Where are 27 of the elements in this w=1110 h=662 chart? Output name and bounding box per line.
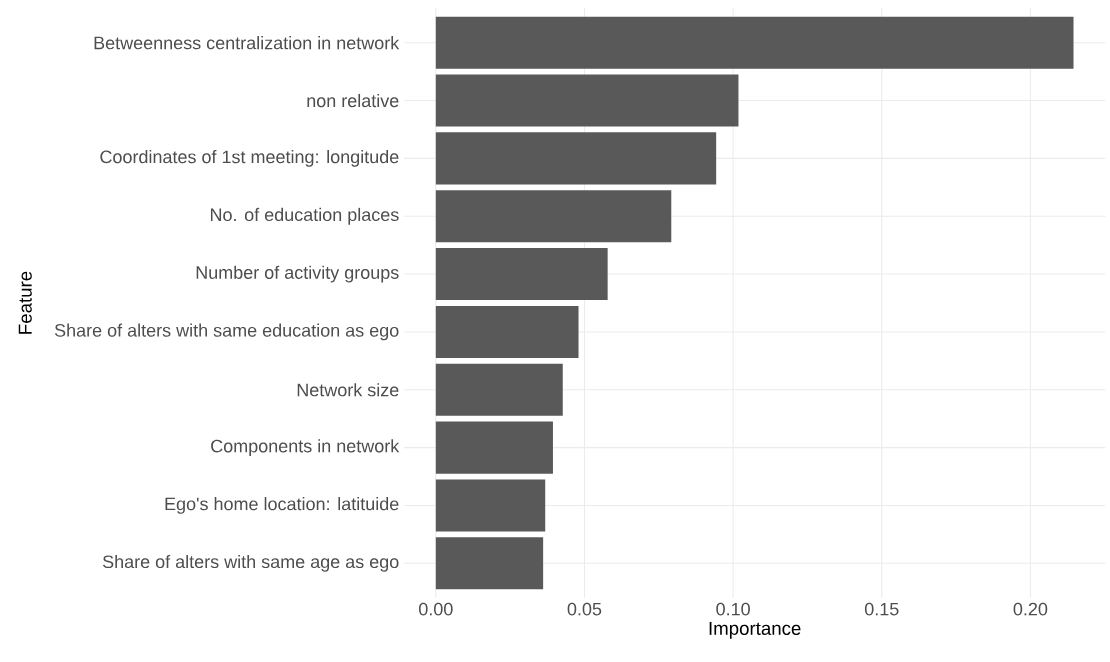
y-tick-label: Number of activity groups xyxy=(196,265,399,283)
bar xyxy=(435,305,579,358)
x-tick-label: 0.15 xyxy=(864,602,899,616)
bar xyxy=(435,190,672,243)
y-tick-label: Ego's home location: latituide xyxy=(165,497,399,514)
bar xyxy=(435,16,1074,69)
y-tick-label: Components in network xyxy=(211,439,400,457)
y-tick-label: Network size xyxy=(297,383,399,397)
y-tick-label: Share of alters with same age as ego xyxy=(102,554,399,572)
bar xyxy=(435,363,563,416)
bar xyxy=(435,132,717,185)
y-tick-label: non relative xyxy=(307,93,399,108)
bar xyxy=(435,479,546,532)
x-tick-label: 0.10 xyxy=(716,602,750,616)
bar xyxy=(435,537,544,590)
y-axis-title: Feature xyxy=(18,271,32,334)
x-tick-label: 0.00 xyxy=(419,602,453,616)
y-tick-label: Coordinates of 1st meeting: longitude xyxy=(100,150,399,167)
x-tick-label: 0.20 xyxy=(1013,602,1048,616)
y-tick-label: Betweenness centralization in network xyxy=(94,36,400,50)
y-tick-label: Share of alters with same education as ego xyxy=(54,323,399,341)
bar xyxy=(435,248,608,301)
bar xyxy=(435,421,553,474)
y-tick-label: No. of education places xyxy=(210,207,399,225)
x-axis-title: Importance xyxy=(709,621,801,639)
x-tick-label: 0.05 xyxy=(567,602,602,616)
bar xyxy=(435,74,739,127)
